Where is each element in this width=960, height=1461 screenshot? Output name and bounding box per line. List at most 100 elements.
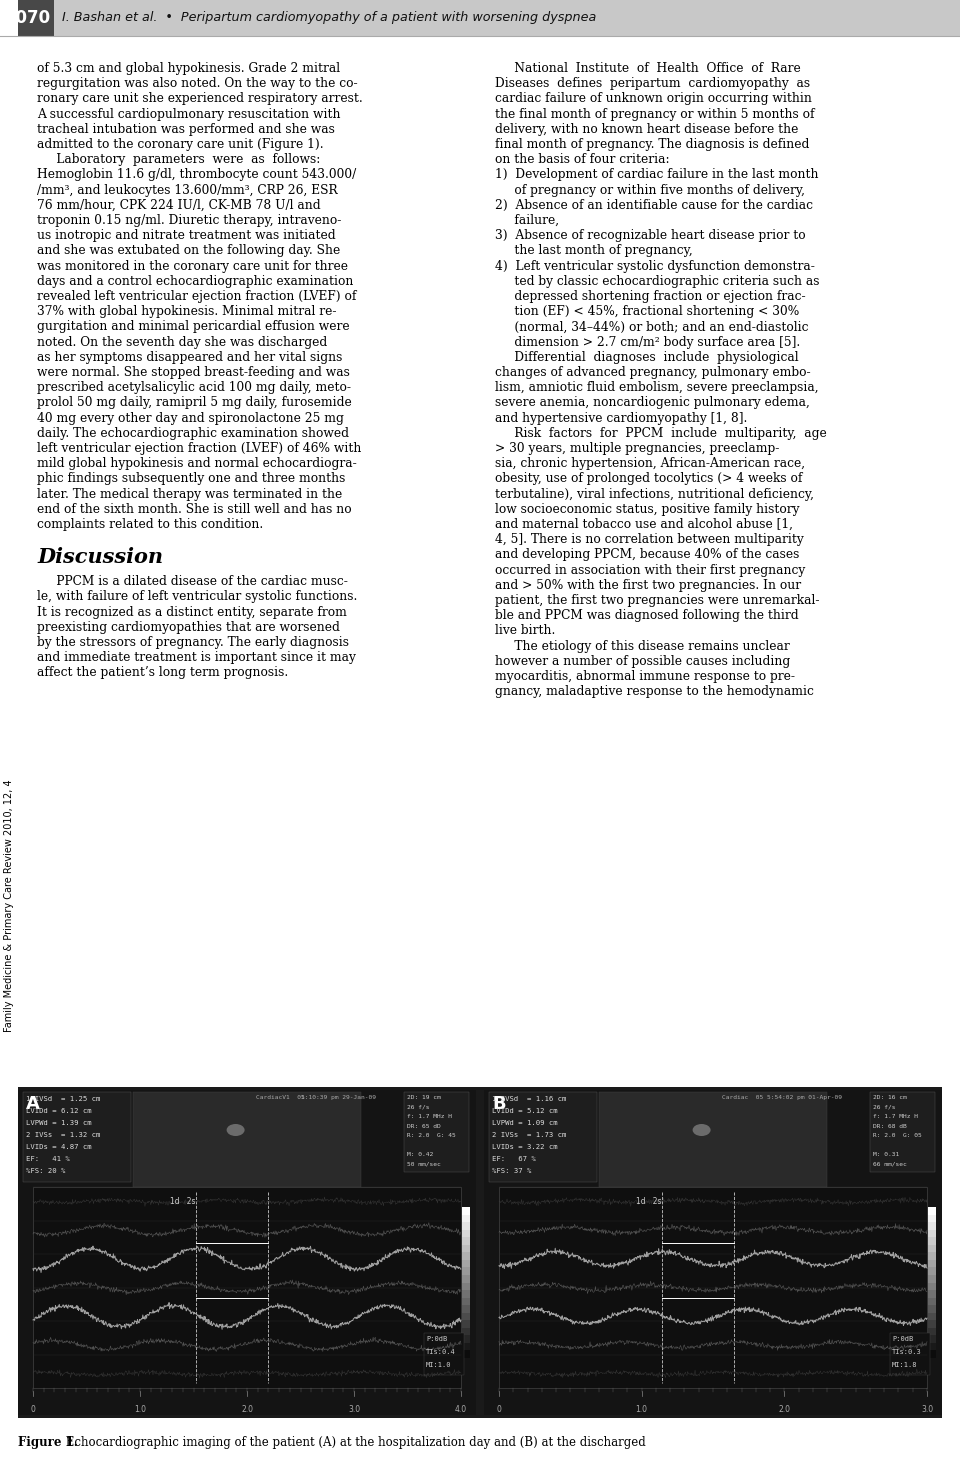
Ellipse shape [227,1124,245,1137]
Text: 1070: 1070 [4,9,50,26]
Bar [462,1252,470,1259]
Bar [462,1290,470,1297]
Text: dimension > 2.7 cm/m² body surface area [5].: dimension > 2.7 cm/m² body surface area … [495,336,801,349]
Text: daily. The echocardiographic examination showed: daily. The echocardiographic examination… [37,427,349,440]
Text: The etiology of this disease remains unclear: The etiology of this disease remains unc… [495,640,790,653]
Text: gnancy, maladaptive response to the hemodynamic: gnancy, maladaptive response to the hemo… [495,685,814,698]
Bar [928,1237,936,1245]
Text: mild global hypokinesis and normal echocardiogra-: mild global hypokinesis and normal echoc… [37,457,357,470]
Text: Figure 1.: Figure 1. [18,1436,78,1449]
Text: (normal, 34–44%) or both; and an end-diastolic: (normal, 34–44%) or both; and an end-dia… [495,320,808,333]
Text: ronary care unit she experienced respiratory arrest.: ronary care unit she experienced respira… [37,92,363,105]
Bar [928,1245,936,1252]
Bar [462,1350,470,1359]
Text: the last month of pregnancy,: the last month of pregnancy, [495,244,693,257]
Text: %FS: 20 %: %FS: 20 % [26,1167,65,1175]
Bar [928,1290,936,1297]
Text: LVPWd = 1.09 cm: LVPWd = 1.09 cm [492,1121,558,1126]
Text: LVPWd = 1.39 cm: LVPWd = 1.39 cm [26,1121,91,1126]
Text: delivery, with no known heart disease before the: delivery, with no known heart disease be… [495,123,799,136]
Text: tracheal intubation was performed and she was: tracheal intubation was performed and sh… [37,123,335,136]
Bar [928,1259,936,1267]
Text: depressed shortening fraction or ejection frac-: depressed shortening fraction or ejectio… [495,289,805,302]
Text: changes of advanced pregnancy, pulmonary embo-: changes of advanced pregnancy, pulmonary… [495,367,810,378]
Text: National  Institute  of  Health  Office  of  Rare: National Institute of Health Office of R… [495,61,801,75]
Text: Cardiac  05: Cardiac 05 [722,1094,763,1100]
Bar [462,1214,470,1221]
Text: and > 50% with the first two pregnancies. In our: and > 50% with the first two pregnancies… [495,579,802,592]
Text: A: A [26,1094,40,1113]
Bar [23,1091,131,1182]
Text: 26 f/s: 26 f/s [407,1105,429,1109]
Text: 37% with global hypokinesis. Minimal mitral re-: 37% with global hypokinesis. Minimal mit… [37,305,337,318]
Text: 4.0: 4.0 [455,1405,468,1414]
Bar [928,1321,936,1328]
Bar [462,1207,470,1214]
Text: tion (EF) < 45%, fractional shortening < 30%: tion (EF) < 45%, fractional shortening <… [495,305,800,318]
Bar [489,1091,597,1182]
Text: Echocardiographic imaging of the patient (A) at the hospitalization day and (B) : Echocardiographic imaging of the patient… [62,1436,646,1449]
Text: 1 IVSd  = 1.16 cm: 1 IVSd = 1.16 cm [492,1096,566,1102]
Text: 1:10:39 pm 29-Jan-09: 1:10:39 pm 29-Jan-09 [301,1094,376,1100]
Text: days and a control echocardiographic examination: days and a control echocardiographic exa… [37,275,353,288]
Text: 3.0: 3.0 [921,1405,933,1414]
Bar [928,1252,936,1259]
Text: on the basis of four criteria:: on the basis of four criteria: [495,153,670,167]
Bar [18,1090,476,1416]
Text: Discussion: Discussion [37,548,163,567]
Text: /mm³, and leukocytes 13.600/mm³, CRP 26, ESR: /mm³, and leukocytes 13.600/mm³, CRP 26,… [37,184,338,197]
Text: of pregnancy or within five months of delivery,: of pregnancy or within five months of de… [495,184,805,197]
Bar [890,1332,930,1375]
Bar [0,0,54,37]
Text: M: 0.31: M: 0.31 [873,1153,900,1157]
Text: low socioeconomic status, positive family history: low socioeconomic status, positive famil… [495,503,800,516]
Text: 0: 0 [496,1405,501,1414]
Text: and maternal tobacco use and alcohol abuse [1,: and maternal tobacco use and alcohol abu… [495,519,793,530]
Text: the final month of pregnancy or within 5 months of: the final month of pregnancy or within 5… [495,108,814,121]
Bar [133,1091,361,1186]
Text: failure,: failure, [495,213,559,226]
Text: was monitored in the coronary care unit for three: was monitored in the coronary care unit … [37,260,348,273]
Text: DR: 68 dB: DR: 68 dB [873,1124,907,1128]
Bar [462,1283,470,1290]
Ellipse shape [692,1124,710,1137]
Text: It is recognized as a distinct entity, separate from: It is recognized as a distinct entity, s… [37,606,347,618]
Text: terbutaline), viral infections, nutritional deficiency,: terbutaline), viral infections, nutritio… [495,488,814,501]
Text: LVIDs = 3.22 cm: LVIDs = 3.22 cm [492,1144,558,1150]
Bar [499,1186,927,1388]
Bar [928,1305,936,1312]
Text: 50 mm/sec: 50 mm/sec [407,1161,441,1166]
Text: Hemoglobin 11.6 g/dl, thrombocyte count 543.000/: Hemoglobin 11.6 g/dl, thrombocyte count … [37,168,356,181]
Text: 2D: 19 cm: 2D: 19 cm [407,1094,441,1100]
Text: 2 IVSs  = 1.73 cm: 2 IVSs = 1.73 cm [492,1132,566,1138]
Text: and developing PPCM, because 40% of the cases: and developing PPCM, because 40% of the … [495,548,800,561]
Text: 4, 5]. There is no correlation between multiparity: 4, 5]. There is no correlation between m… [495,533,804,546]
Bar [484,1090,942,1416]
Bar [462,1267,470,1275]
Text: %FS: 37 %: %FS: 37 % [492,1167,532,1175]
Bar [928,1283,936,1290]
Text: Risk  factors  for  PPCM  include  multiparity,  age: Risk factors for PPCM include multiparit… [495,427,827,440]
Bar [928,1214,936,1221]
Bar [462,1245,470,1252]
Bar [928,1312,936,1321]
Text: later. The medical therapy was terminated in the: later. The medical therapy was terminate… [37,488,343,501]
Text: 2.0: 2.0 [779,1405,790,1414]
Bar [18,1087,942,1419]
Text: TIs:0.3: TIs:0.3 [892,1349,922,1354]
Text: 26 f/s: 26 f/s [873,1105,896,1109]
Bar [0,0,18,1461]
Text: EF:   41 %: EF: 41 % [26,1156,70,1161]
Text: LVIDd = 5.12 cm: LVIDd = 5.12 cm [492,1107,558,1113]
Text: 0: 0 [31,1405,36,1414]
Text: and she was extubated on the following day. She: and she was extubated on the following d… [37,244,340,257]
Text: were normal. She stopped breast-feeding and was: were normal. She stopped breast-feeding … [37,367,349,378]
Bar [870,1091,935,1172]
Text: ted by classic echocardiographic criteria such as: ted by classic echocardiographic criteri… [495,275,820,288]
Text: cardiac failure of unknown origin occurring within: cardiac failure of unknown origin occurr… [495,92,812,105]
Bar [462,1230,470,1237]
Text: R: 2.0  G: 05: R: 2.0 G: 05 [873,1132,922,1138]
Bar [462,1221,470,1230]
Text: ble and PPCM was diagnosed following the third: ble and PPCM was diagnosed following the… [495,609,799,622]
Text: MI:1.0: MI:1.0 [426,1362,451,1367]
